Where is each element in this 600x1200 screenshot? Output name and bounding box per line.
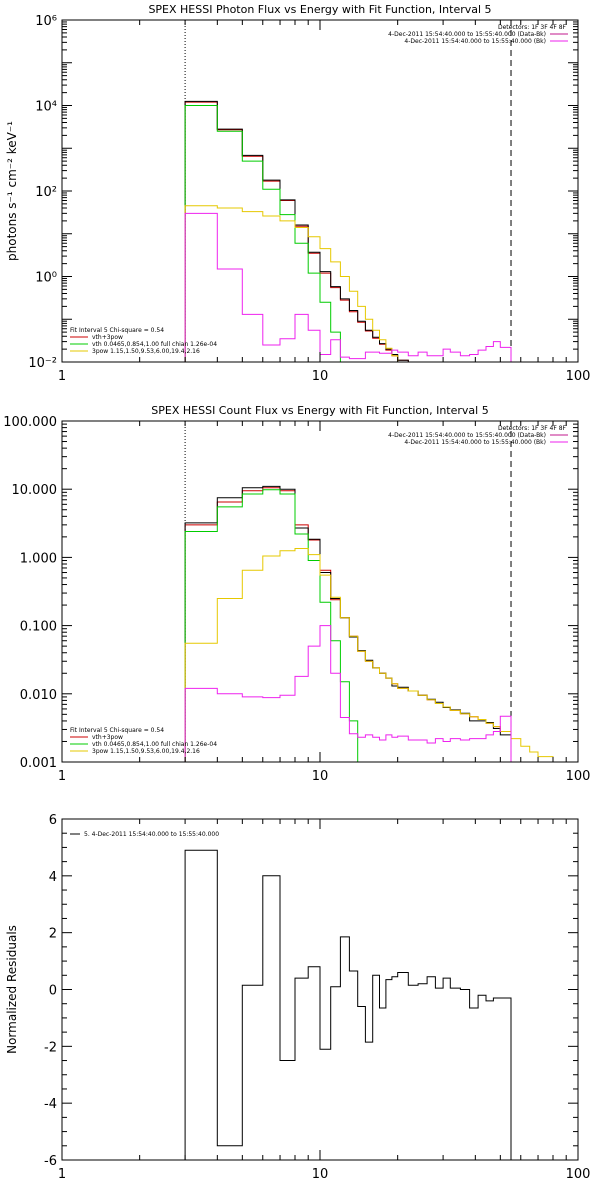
x-axis-ticks: [61, 819, 567, 1160]
y-tick-label: 10⁴: [35, 100, 57, 115]
legend-entry: 3pow 1.15,1.50,9.53,6.00,19.4,2.16: [92, 348, 200, 355]
x-tick-label: 1: [58, 369, 66, 384]
x-tick-label: 10: [312, 1167, 329, 1182]
y-tick-label: -6: [44, 1154, 57, 1169]
series-group: [184, 100, 530, 362]
y-tick-label: 100.000: [3, 415, 57, 430]
series-line-3: [184, 548, 567, 762]
reference-lines: [184, 20, 512, 362]
x-tick-label: 10: [312, 769, 329, 784]
series-group: [184, 849, 512, 1160]
legend-top-right: Detectors: 1F 3F 4F 8F4-Dec-2011 15:54:4…: [388, 24, 568, 45]
x-tick-label: 100: [566, 369, 591, 384]
series-line-1: [184, 485, 512, 762]
legend-entry: 3pow 1.15,1.50,9.53,6.00,19.4,2.16: [92, 748, 200, 755]
y-tick-label: -2: [44, 1040, 57, 1055]
x-tick-label: 100: [566, 1167, 591, 1182]
y-tick-label: 10²: [35, 185, 57, 200]
legend-entry: vth+3pow: [92, 734, 123, 741]
reference-lines: [184, 421, 512, 762]
photon-flux-chart: SPEX HESSI Photon Flux vs Energy with Fi…: [5, 3, 590, 384]
series-line-0: [184, 487, 512, 762]
legend-entry: 4-Dec-2011 15:54:40.000 to 15:55:40.000 …: [404, 38, 546, 45]
y-axis-ticks: [62, 21, 578, 363]
legend-bottom-left: Fit Interval 5 Chi-square = 0.54vth+3pow…: [70, 327, 217, 355]
legend-entry: vth 0.0465,0.854,1.00 full chian 1.26e-0…: [92, 341, 217, 348]
y-axis-label: Normalized Residuals: [5, 925, 19, 1054]
y-tick-label: 0.100: [20, 620, 57, 635]
legend-entry: vth+3pow: [92, 334, 123, 341]
normalized-residuals-chart: Normalized Residuals 1 10 100 -6 -4 -2 0 2 4 6 5. 4…: [5, 813, 590, 1182]
series-line-3: [184, 205, 530, 362]
y-tick-label: 10⁶: [35, 14, 57, 29]
y-tick-label: 4: [49, 870, 57, 885]
legend-entry: Fit Interval 5 Chi-square = 0.54: [70, 327, 164, 334]
series-line-0: [184, 849, 512, 1160]
series-line-4: [184, 625, 512, 762]
series-line-2: [184, 105, 358, 362]
legend-entry: vth 0.0465,0.854,1.00 full chian 1.26e-0…: [92, 741, 217, 748]
legend-top-left: 5. 4-Dec-2011 15:54:40.000 to 15:55:40.0…: [70, 831, 219, 838]
y-tick-label: 1.000: [20, 551, 57, 566]
x-tick-label: 1: [58, 1167, 66, 1182]
y-axis-ticks: [62, 818, 578, 1161]
legend-entry: Detectors: 1F 3F 4F 8F: [498, 425, 567, 432]
series-line-0: [184, 101, 511, 362]
count-flux-chart: SPEX HESSI Count Flux vs Energy with Fit…: [3, 404, 590, 784]
y-tick-label: 10.000: [12, 483, 58, 498]
y-tick-label: 0: [49, 984, 57, 999]
y-tick-label: 0.010: [20, 688, 57, 703]
y-axis-ticks: [62, 423, 578, 763]
legend-entry: 4-Dec-2011 15:54:40.000 to 15:55:40.000 …: [404, 439, 546, 446]
plot-frame: [61, 19, 579, 363]
legend-top-right: Detectors: 1F 3F 4F 8F4-Dec-2011 15:54:4…: [388, 425, 568, 446]
x-tick-label: 10: [312, 369, 329, 384]
y-axis-label: photons s⁻¹ cm⁻² keV⁻¹: [5, 121, 19, 261]
y-tick-label: -4: [44, 1097, 57, 1112]
x-axis-ticks: [61, 20, 567, 362]
series-line-2: [184, 489, 366, 762]
legend-entry: 4-Dec-2011 15:54:40.000 to 15:55:40.000 …: [388, 432, 546, 439]
y-tick-label: 6: [49, 813, 57, 828]
y-tick-label: 0.001: [20, 756, 57, 771]
x-tick-label: 1: [58, 769, 66, 784]
legend-entry: Detectors: 1F 3F 4F 8F: [498, 24, 567, 31]
chart-title: SPEX HESSI Photon Flux vs Energy with Fi…: [148, 3, 491, 16]
y-tick-label: 10⁰: [35, 271, 57, 286]
legend-bottom-left: Fit Interval 5 Chi-square = 0.54vth+3pow…: [70, 727, 217, 755]
series-group: [184, 485, 567, 762]
y-tick-label: 10⁻²: [28, 356, 57, 371]
legend-entry: 4-Dec-2011 15:54:40.000 to 15:55:40.000 …: [388, 31, 546, 38]
chart-title: SPEX HESSI Count Flux vs Energy with Fit…: [151, 404, 488, 417]
series-line-1: [184, 100, 511, 362]
x-tick-label: 100: [566, 769, 591, 784]
legend-entry: 5. 4-Dec-2011 15:54:40.000 to 15:55:40.0…: [84, 831, 219, 838]
legend-entry: Fit Interval 5 Chi-square = 0.54: [70, 727, 164, 734]
x-axis-ticks: [61, 421, 567, 762]
y-tick-label: 2: [49, 927, 57, 942]
series-line-4: [184, 212, 512, 362]
